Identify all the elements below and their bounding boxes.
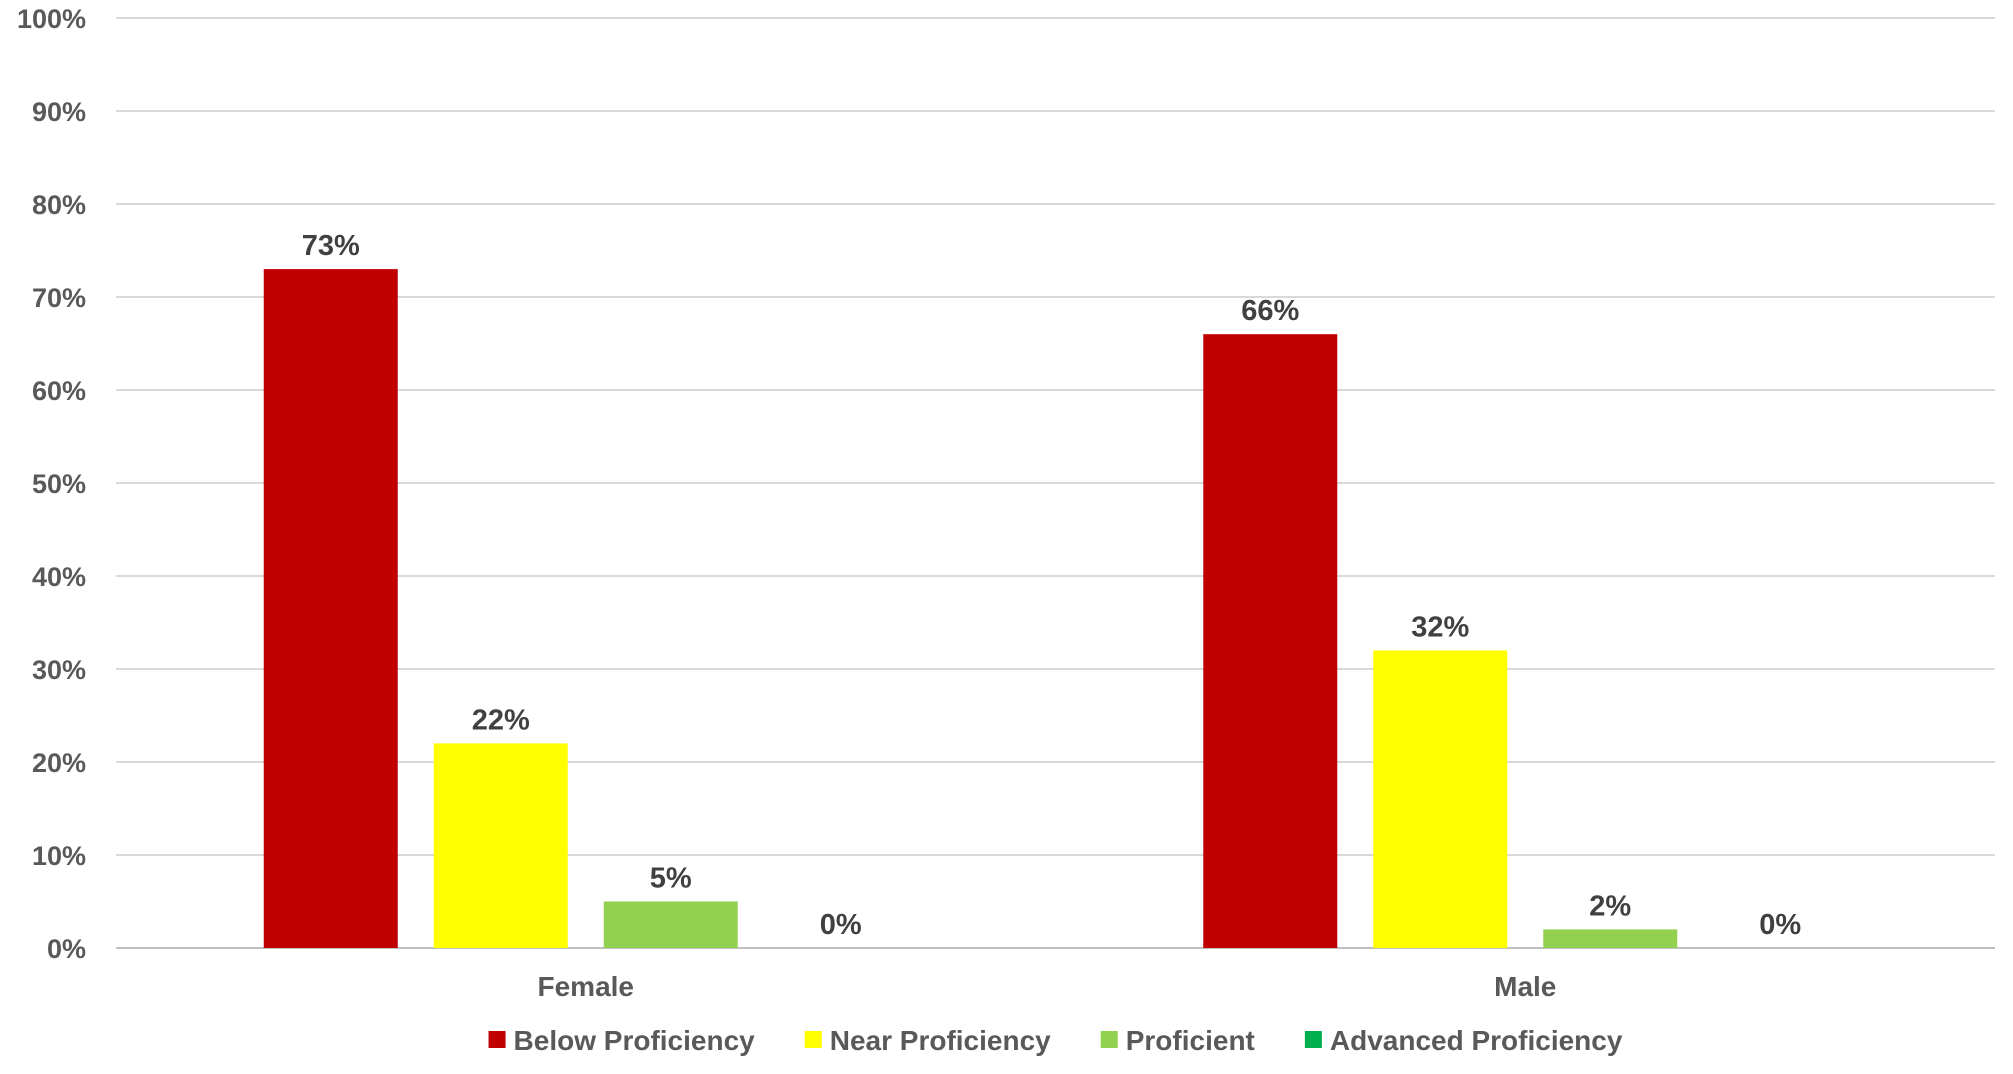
data-label: 0% — [1759, 909, 1801, 941]
y-tick-label: 80% — [32, 190, 86, 220]
y-tick-label: 20% — [32, 748, 86, 778]
y-tick-label: 40% — [32, 562, 86, 592]
data-label: 66% — [1241, 295, 1299, 327]
y-tick-label: 70% — [32, 283, 86, 313]
legend-label: Below Proficiency — [514, 1025, 756, 1056]
bar-female-below-proficiency — [263, 269, 398, 949]
category-label: Male — [1494, 971, 1556, 1002]
bar-male-proficient — [1543, 929, 1678, 948]
legend-swatch — [488, 1031, 506, 1048]
y-tick-label: 60% — [32, 376, 86, 406]
y-tick-label: 90% — [32, 97, 86, 127]
legend-swatch — [1304, 1031, 1322, 1048]
data-label: 32% — [1411, 611, 1469, 643]
legend-label: Proficient — [1126, 1025, 1255, 1056]
legend: Below Proficiency Near Proficiency Profici… — [488, 1025, 1623, 1056]
bar-female-proficient — [603, 901, 738, 948]
data-label: 22% — [472, 704, 530, 736]
y-tick-label: 30% — [32, 655, 86, 685]
gridlines — [116, 17, 1995, 949]
bars — [263, 269, 1678, 949]
y-axis-ticks: 0% 10% 20% 30% 40% 50% 60% 70% 80% 90% 100% — [17, 4, 86, 964]
data-label: 5% — [650, 863, 692, 895]
bar-male-below-proficiency — [1203, 334, 1338, 948]
legend-label: Advanced Proficiency — [1330, 1025, 1623, 1056]
bar-male-near-proficiency — [1373, 650, 1508, 948]
legend-label: Near Proficiency — [830, 1025, 1051, 1056]
data-label: 0% — [820, 909, 862, 941]
data-label: 2% — [1589, 890, 1631, 922]
y-tick-label: 100% — [17, 4, 86, 34]
bar-female-near-proficiency — [433, 743, 568, 948]
y-tick-label: 0% — [47, 934, 86, 964]
legend-items: Below Proficiency Near Proficiency Profici… — [488, 1025, 1623, 1056]
legend-swatch — [1100, 1031, 1118, 1048]
y-tick-label: 10% — [32, 841, 86, 871]
y-tick-label: 50% — [32, 469, 86, 499]
data-labels: 73% 22% 5% 0% 66% 32% 2% 0% — [302, 230, 1802, 941]
data-label: 73% — [302, 230, 360, 262]
x-axis-categories: Female Male — [538, 971, 1557, 1002]
category-label: Female — [538, 971, 635, 1002]
legend-swatch — [804, 1031, 822, 1048]
